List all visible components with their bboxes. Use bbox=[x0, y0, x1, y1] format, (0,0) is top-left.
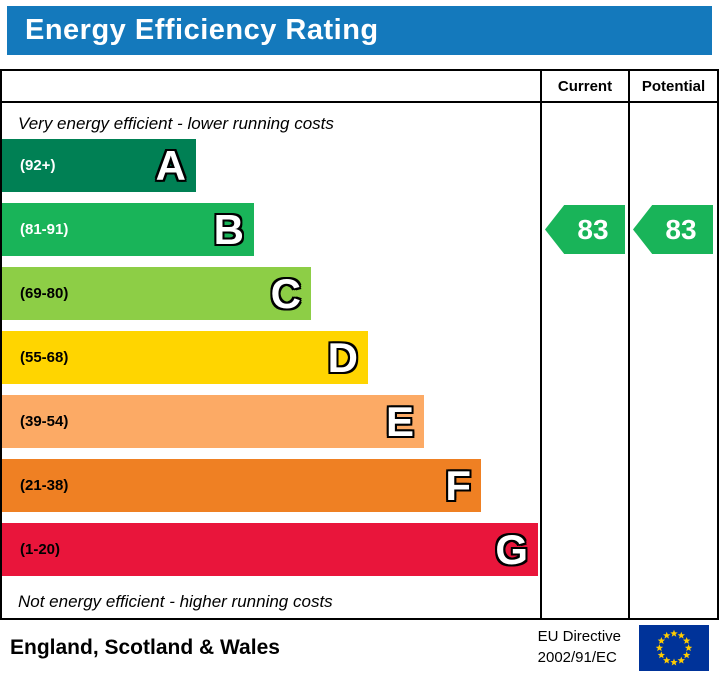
band-b-letter: B bbox=[213, 205, 244, 253]
band-f-range: (21-38) bbox=[20, 477, 69, 494]
band-a-range: (92+) bbox=[20, 157, 56, 174]
potential-rating-arrow: 83 bbox=[633, 205, 713, 254]
page-title: Energy Efficiency Rating bbox=[25, 14, 379, 46]
band-c-range: (69-80) bbox=[20, 285, 69, 302]
band-g-range: (1-20) bbox=[20, 541, 61, 558]
band-e: (39-54) E bbox=[2, 395, 424, 448]
band-g-letter: G bbox=[495, 525, 528, 573]
bottom-note: Not energy efficient - higher running co… bbox=[18, 592, 333, 611]
eu-directive-line1: EU Directive bbox=[537, 628, 621, 646]
current-column: 83 bbox=[540, 103, 628, 618]
band-g: (1-20) G bbox=[2, 523, 538, 576]
band-a: (92+) A bbox=[2, 139, 196, 192]
band-d: (55-68) D bbox=[2, 331, 368, 384]
band-c: (69-80) C bbox=[2, 267, 311, 320]
band-f: (21-38) F bbox=[2, 459, 481, 512]
band-c-letter: C bbox=[270, 269, 301, 317]
eu-directive-label: EU Directive 2002/91/EC bbox=[538, 627, 621, 668]
chart-body: Very energy efficient - lower running co… bbox=[2, 103, 717, 618]
band-a-letter: A bbox=[155, 141, 186, 189]
current-rating-arrow: 83 bbox=[545, 205, 625, 254]
current-rating-value: 83 bbox=[577, 213, 609, 245]
rating-chart: Current Potential Very energy efficient … bbox=[0, 69, 719, 620]
band-d-letter: D bbox=[327, 333, 358, 381]
top-note: Very energy efficient - lower running co… bbox=[18, 114, 334, 133]
footer: England, Scotland & Wales EU Directive 2… bbox=[0, 620, 719, 675]
potential-column-header: Potential bbox=[628, 71, 717, 101]
band-e-range: (39-54) bbox=[20, 413, 69, 430]
title-bar: Energy Efficiency Rating bbox=[7, 6, 712, 55]
current-column-header: Current bbox=[540, 71, 628, 101]
bands-area: Very energy efficient - lower running co… bbox=[2, 103, 540, 618]
band-b: (81-91) B bbox=[2, 203, 254, 256]
potential-column: 83 bbox=[628, 103, 717, 618]
potential-rating-value: 83 bbox=[665, 213, 697, 245]
footer-right: EU Directive 2002/91/EC bbox=[538, 624, 711, 671]
band-f-letter: F bbox=[445, 461, 471, 509]
epc-page: Energy Efficiency Rating Current Potenti… bbox=[0, 6, 719, 675]
eu-directive-line2: 2002/91/EC bbox=[537, 648, 617, 666]
band-e-letter: E bbox=[385, 397, 414, 445]
eu-flag-icon bbox=[639, 624, 709, 671]
band-b-range: (81-91) bbox=[20, 221, 69, 238]
column-header-spacer bbox=[2, 71, 540, 101]
band-d-range: (55-68) bbox=[20, 349, 69, 366]
column-header-row: Current Potential bbox=[2, 71, 717, 103]
region-label: England, Scotland & Wales bbox=[10, 635, 280, 659]
